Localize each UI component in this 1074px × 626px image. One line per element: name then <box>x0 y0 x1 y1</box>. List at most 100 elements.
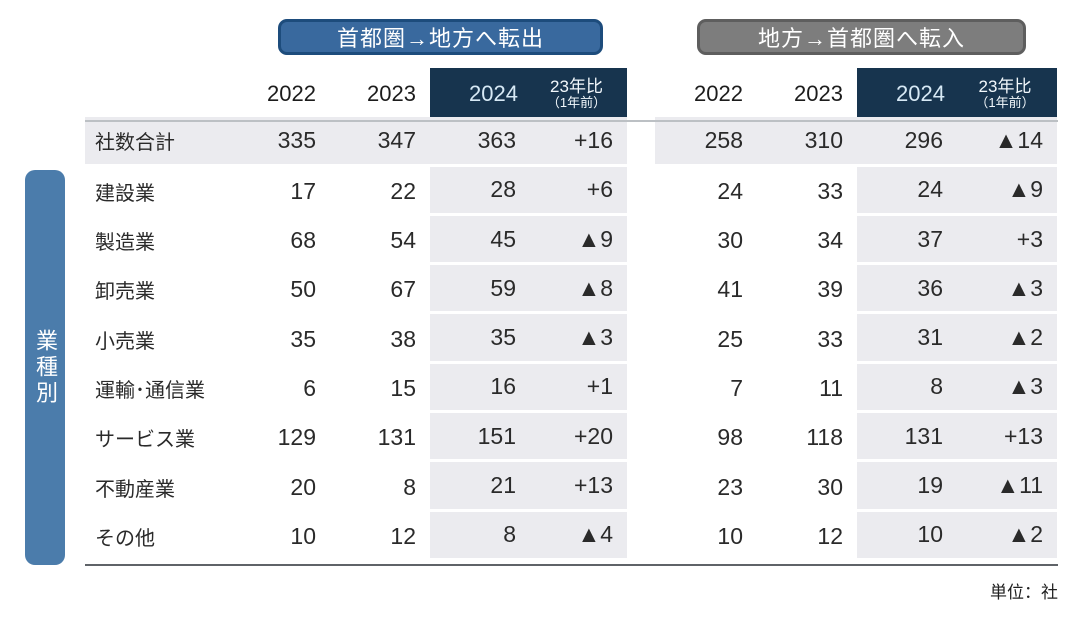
row-label: サービス業 <box>95 429 195 452</box>
cell-out-diff: +1 <box>530 363 627 414</box>
cell-in-2022: 23 <box>717 473 743 500</box>
cell-in-2022: 30 <box>717 227 743 254</box>
row-label: 建設業 <box>95 182 155 205</box>
banner-inflow: 地方→首都圏へ転入 <box>697 19 1026 55</box>
cell-out-diff: +20 <box>530 413 627 463</box>
cell-out-2023: 22 <box>390 177 416 204</box>
cell-in-2024: 296 <box>857 117 957 167</box>
cell-in-2023: 12 <box>817 522 843 549</box>
cell-in-2024: 37 <box>857 215 957 266</box>
cell-in-diff: ▲3 <box>957 363 1057 414</box>
cell-out-2022: 129 <box>277 424 316 451</box>
cell-in-2023: 310 <box>757 117 857 167</box>
header-out-diff-sub: （1年前） <box>546 95 607 111</box>
header-in-2024: 2024 <box>896 81 945 106</box>
cell-in-2022: 7 <box>730 374 743 401</box>
cell-in-diff: ▲2 <box>957 511 1057 561</box>
column-gap <box>627 314 655 364</box>
cell-in-2023: 33 <box>817 325 843 352</box>
header-in-diff-label: 23年比 <box>978 76 1032 96</box>
cell-in-2022: 10 <box>717 522 743 549</box>
cell-in-2024: 8 <box>857 363 957 414</box>
unit-note: 単位：社 <box>990 583 1058 602</box>
cell-in-diff: ▲3 <box>957 265 1057 315</box>
cell-in-2023: 118 <box>806 424 843 451</box>
column-gap <box>627 363 655 414</box>
cell-in-2023: 34 <box>817 227 843 254</box>
row-label: 社数合計 <box>85 117 230 167</box>
cell-in-diff: ▲2 <box>957 314 1057 364</box>
cell-out-diff: ▲8 <box>530 265 627 315</box>
cell-out-2023: 131 <box>377 424 416 451</box>
cell-out-2022: 6 <box>303 374 316 401</box>
column-gap <box>627 215 655 266</box>
cell-out-2022: 35 <box>290 325 316 352</box>
cell-in-2023: 33 <box>817 177 843 204</box>
cell-out-2022: 10 <box>290 522 316 549</box>
industry-category-label: 業種別 <box>33 328 58 407</box>
cell-out-2023: 12 <box>390 522 416 549</box>
cell-in-diff: +3 <box>957 215 1057 266</box>
cell-in-diff: +13 <box>957 413 1057 463</box>
header-in-2024-block: 2024 23年比 （1年前） <box>857 68 1057 120</box>
cell-in-2022: 24 <box>717 177 743 204</box>
cell-out-2022: 50 <box>290 276 316 303</box>
cell-in-2023: 39 <box>817 276 843 303</box>
cell-in-diff: ▲9 <box>957 166 1057 216</box>
column-gap <box>627 462 655 512</box>
cell-in-2023: 30 <box>817 473 843 500</box>
row-label: 小売業 <box>95 330 155 353</box>
banner-outflow-label: 首都圏→地方へ転出 <box>336 26 544 51</box>
cell-out-diff: +13 <box>530 462 627 512</box>
header-out-2022: 2022 <box>267 81 316 106</box>
header-in-2022: 2022 <box>694 81 743 106</box>
header-in-2023: 2023 <box>794 81 843 106</box>
cell-out-2022: 335 <box>230 117 330 167</box>
cell-in-2022: 258 <box>655 117 757 167</box>
header-empty-cell <box>85 68 230 120</box>
column-gap <box>627 413 655 463</box>
cell-in-2024: 10 <box>857 511 957 561</box>
industry-category-bar: 業種別 <box>25 170 65 565</box>
table-bottom-line <box>85 564 1058 566</box>
cell-out-2024: 21 <box>430 462 530 512</box>
table-grid: 2022 2023 2024 23年比 （1年前） 2022 2023 2024… <box>85 68 1057 561</box>
cell-in-2022: 98 <box>717 424 743 451</box>
column-gap <box>627 117 655 167</box>
cell-in-2024: 19 <box>857 462 957 512</box>
row-label: 卸売業 <box>95 281 155 304</box>
cell-out-diff: ▲4 <box>530 511 627 561</box>
header-out-2024-block: 2024 23年比 （1年前） <box>430 68 627 120</box>
cell-out-2022: 68 <box>290 227 316 254</box>
cell-in-2022: 25 <box>717 325 743 352</box>
cell-out-2023: 347 <box>330 117 430 167</box>
row-label: 不動産業 <box>95 478 175 501</box>
banner-inflow-label: 地方→首都圏へ転入 <box>757 26 965 51</box>
cell-out-2024: 151 <box>430 413 530 463</box>
cell-out-2023: 67 <box>390 276 416 303</box>
cell-in-2024: 31 <box>857 314 957 364</box>
header-out-2024: 2024 <box>469 81 518 106</box>
cell-out-2024: 8 <box>430 511 530 561</box>
cell-out-diff: +16 <box>530 117 627 167</box>
cell-out-2024: 28 <box>430 166 530 216</box>
column-gap <box>627 511 655 561</box>
cell-out-2024: 363 <box>430 117 530 167</box>
cell-out-diff: ▲3 <box>530 314 627 364</box>
column-gap <box>627 265 655 315</box>
header-out-diff: 23年比 （1年前） <box>530 77 627 111</box>
cell-out-2022: 20 <box>290 473 316 500</box>
cell-in-diff: ▲14 <box>957 117 1057 167</box>
cell-out-2024: 59 <box>430 265 530 315</box>
header-in-diff: 23年比 （1年前） <box>957 76 1057 111</box>
header-out-2023: 2023 <box>367 81 416 106</box>
cell-out-2022: 17 <box>290 177 316 204</box>
cell-out-diff: +6 <box>530 166 627 216</box>
cell-out-2023: 54 <box>390 227 416 254</box>
cell-out-2023: 8 <box>403 473 416 500</box>
header-divider-line <box>85 120 1058 122</box>
banner-outflow: 首都圏→地方へ転出 <box>278 19 603 55</box>
column-gap <box>627 166 655 216</box>
cell-in-2024: 36 <box>857 265 957 315</box>
